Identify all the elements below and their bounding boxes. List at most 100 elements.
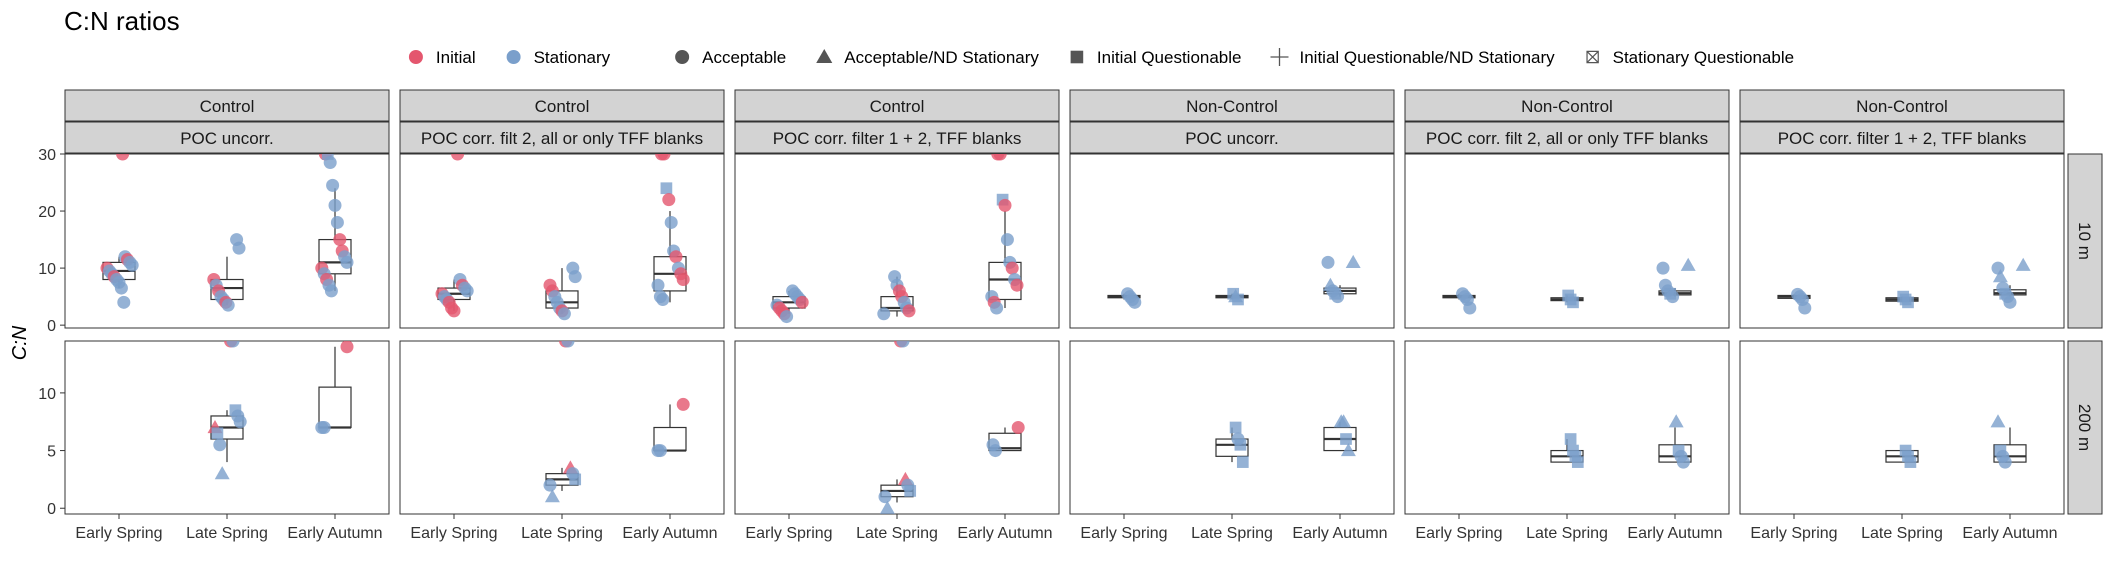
facet-panel [1739, 153, 2065, 329]
data-point [328, 198, 342, 212]
data-point [1676, 455, 1690, 469]
facet-strip-group-label: Control [200, 97, 255, 116]
x-tick-label: Early Spring [1415, 525, 1502, 542]
x-tick-label: Late Spring [186, 525, 268, 542]
y-tick-label: 10 [38, 386, 56, 403]
legend-key-square-cross [1586, 50, 1599, 64]
facet-panel [734, 153, 1060, 329]
data-point [569, 473, 582, 486]
panel-plot-area [1442, 257, 1696, 315]
x-tick-label: Early Spring [1080, 525, 1167, 542]
data-point [780, 310, 794, 324]
data-point [669, 250, 683, 264]
facet-panel [1739, 340, 2065, 515]
panel-plot-area [1107, 254, 1361, 309]
facet-strip-depth-label: 200 m [2075, 404, 2094, 451]
legend-key-circle [506, 50, 521, 64]
facet-strip-method [64, 121, 390, 154]
x-tick-label: Late Spring [856, 525, 938, 542]
facet-strip-method [734, 121, 1060, 154]
facet-strip-method-label: POC uncorr. [180, 129, 274, 148]
data-point [326, 178, 340, 192]
data-point [232, 241, 246, 255]
y-tick-label: 0 [47, 318, 56, 335]
data-point [1000, 233, 1014, 247]
facet-strip-method-label: POC corr. filt 2, all or only TFF blanks [421, 129, 703, 148]
facet-strip-method-label: POC corr. filter 1 + 2, TFF blanks [1778, 129, 2027, 148]
data-point [676, 273, 690, 287]
data-point [651, 278, 665, 292]
legend-key-plus [1270, 48, 1289, 66]
facet-panel [64, 340, 390, 515]
y-tick-label: 10 [38, 261, 56, 278]
data-point [324, 284, 338, 298]
x-tick-label: Early Autumn [1292, 525, 1387, 542]
data-point [116, 154, 130, 161]
data-point [323, 156, 337, 170]
data-point [333, 233, 347, 247]
panel-plot-area [1215, 414, 1357, 468]
data-point [451, 154, 465, 161]
facet-strip-method [1404, 121, 1730, 154]
panel-frame [734, 340, 1060, 515]
facet-strip-method-label: POC uncorr. [1185, 129, 1279, 148]
data-point [1463, 301, 1477, 315]
data-point [896, 341, 910, 348]
data-point [657, 154, 671, 161]
data-point [1234, 438, 1247, 451]
legend-key-triangle [816, 48, 833, 64]
facet-strip-group-label: Non-Control [1856, 97, 1948, 116]
data-point [877, 307, 891, 321]
data-point [1128, 295, 1142, 309]
facet-strip-method [1739, 121, 2065, 154]
panel-plot-area [100, 154, 354, 312]
facet-strip-group-label: Control [870, 97, 925, 116]
data-point [902, 304, 916, 318]
data-point [543, 478, 557, 492]
facet-panel [734, 340, 1060, 515]
x-tick-label: Early Spring [75, 525, 162, 542]
data-point [676, 397, 690, 411]
data-point [1567, 296, 1579, 309]
data-point [1798, 301, 1812, 315]
facet-strip-group [1069, 89, 1395, 122]
data-point [1998, 455, 2012, 469]
panel-frame [1739, 340, 2065, 515]
facet-strip-group-label: Non-Control [1521, 97, 1613, 116]
x-tick-label: Early Spring [745, 525, 832, 542]
facet-strip-group [399, 89, 725, 122]
data-point [2015, 257, 2031, 271]
data-point [988, 444, 1002, 458]
data-point [1571, 456, 1584, 468]
legend-item: Stationary Questionable [1586, 48, 1794, 67]
data-point [1336, 414, 1352, 428]
data-point [317, 421, 331, 434]
data-point [1321, 255, 1335, 269]
data-point [1331, 290, 1345, 304]
data-point [1991, 261, 2005, 275]
facet-strip-method [1069, 121, 1395, 154]
data-point [662, 193, 676, 207]
facet-strip-group-label: Control [535, 97, 590, 116]
x-tick-label: Early Autumn [287, 525, 382, 542]
data-point [878, 490, 892, 504]
facet-strip-group [734, 89, 1060, 122]
facet-strip-depth [2067, 153, 2103, 329]
data-point [1229, 421, 1242, 434]
data-point [1902, 296, 1914, 309]
legend-item: Initial [408, 48, 476, 67]
legend-label: Stationary [534, 48, 611, 67]
panel-plot-area [1777, 257, 2031, 315]
x-tick-label: Early Autumn [957, 525, 1052, 542]
data-point [330, 215, 344, 229]
legend-label: Acceptable [702, 48, 786, 67]
data-point [1668, 414, 1684, 428]
data-point [1340, 433, 1352, 445]
data-point [568, 270, 582, 284]
legend-item: Initial Questionable/ND Stationary [1270, 48, 1555, 67]
data-point [660, 182, 673, 195]
facet-strip-depth-label: 10 m [2075, 222, 2094, 260]
x-tick-label: Early Autumn [1627, 525, 1722, 542]
data-point [879, 500, 895, 514]
